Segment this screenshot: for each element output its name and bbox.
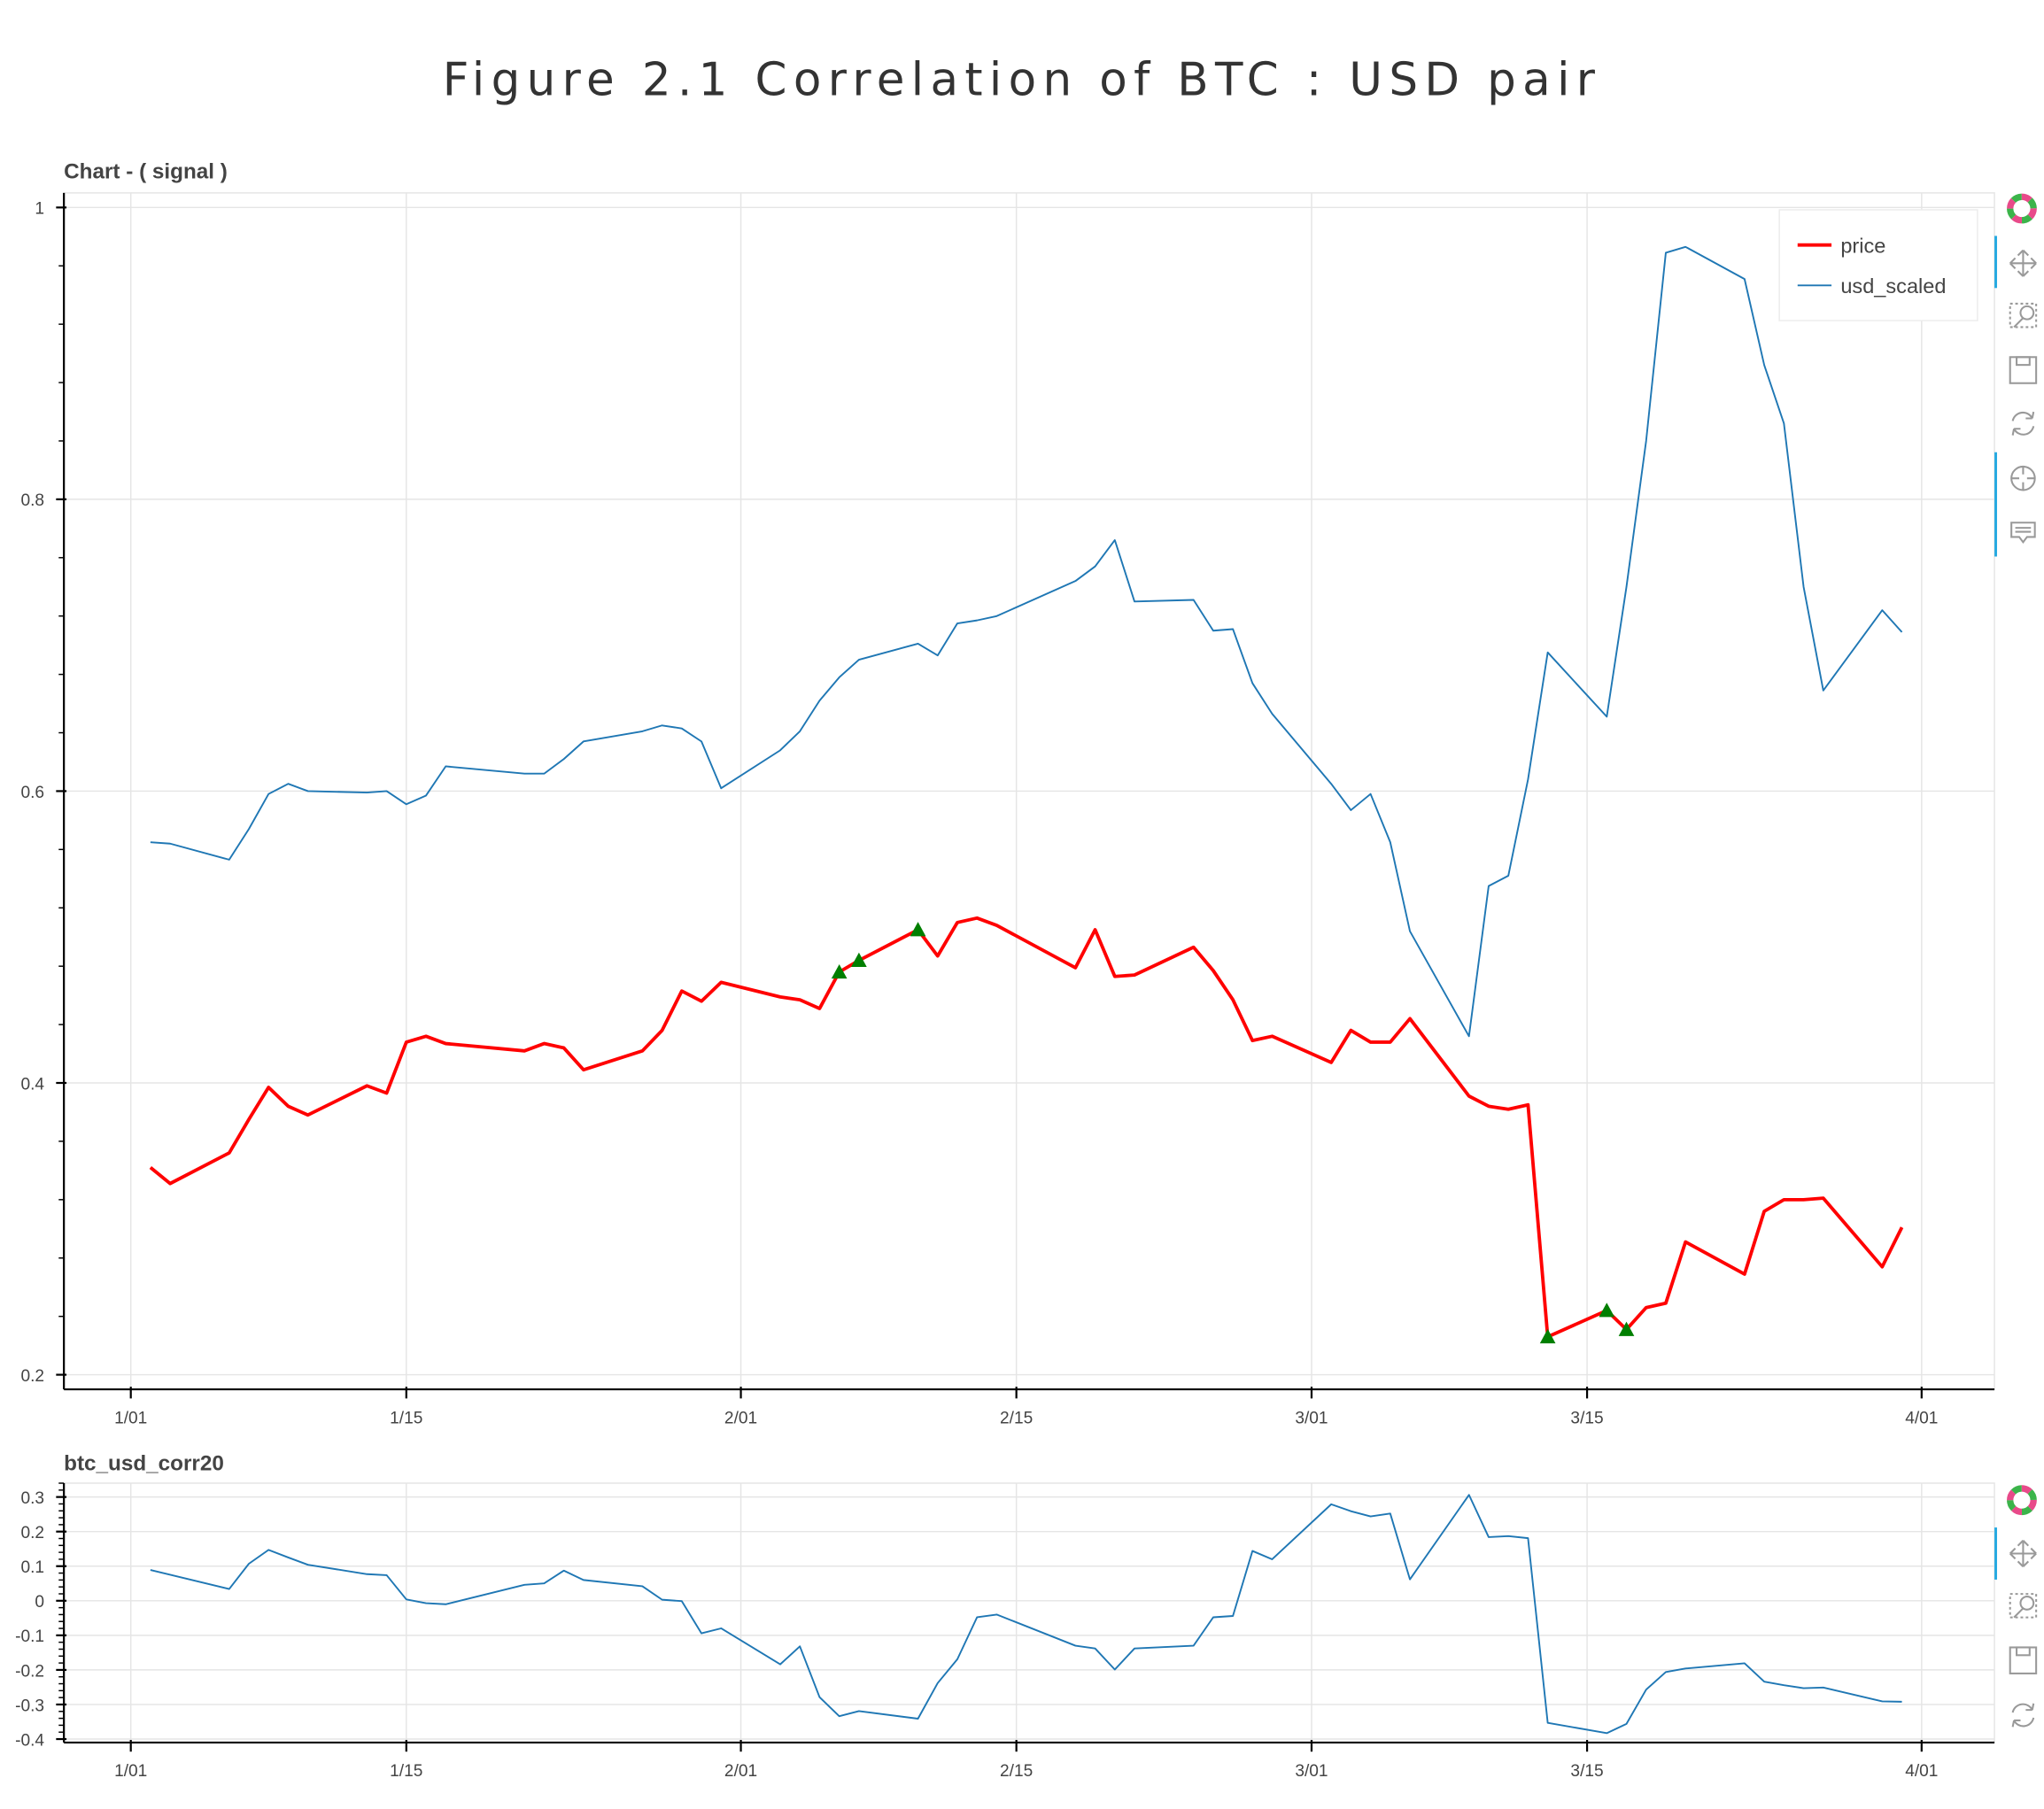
correlation-axes: 1/01 1/15 2/01 2/15 3/01 3/15 4/01 0.3 0.2 0.1 0 -0… [15, 1482, 1995, 1781]
crosshair-icon[interactable] [2010, 465, 2036, 491]
legend-box [1778, 209, 1978, 321]
figure-title: Figure 2.1 Correlation of BTC : USD pair [443, 53, 1602, 106]
y-tick-label: -0.4 [15, 1731, 44, 1750]
correlation-lines [150, 1494, 1902, 1735]
buy-signal-triangle [1599, 1303, 1615, 1318]
x-tick-label: 2/15 [1000, 1762, 1033, 1781]
x-tick-label: 2/01 [724, 1762, 757, 1781]
legend-label-usd-scaled: usd_scaled [1840, 274, 1946, 298]
active-indicator-inspect [1994, 452, 1997, 557]
signal-lines [149, 245, 1904, 1339]
legend[interactable]: price usd_scaled [1778, 209, 1978, 321]
x-tick-label: 1/15 [390, 1762, 422, 1781]
signal-toolbar [1994, 193, 2038, 557]
bokeh-logo-icon[interactable] [2007, 193, 2037, 224]
x-tick-label: 3/01 [1295, 1762, 1328, 1781]
buy-signal-triangle [831, 963, 848, 979]
active-indicator-pan [1994, 236, 1997, 289]
pan-icon[interactable] [2009, 249, 2037, 277]
hover-icon[interactable] [2010, 522, 2036, 545]
signal-markers [831, 922, 1635, 1344]
correlation-toolbar [1994, 1485, 2038, 1728]
box-zoom-icon[interactable] [2009, 1593, 2038, 1619]
box-zoom-icon[interactable] [2009, 302, 2038, 329]
x-tick-label: 2/01 [724, 1409, 757, 1427]
save-icon[interactable] [2009, 356, 2038, 384]
correlation-plot-frame [63, 1482, 1995, 1743]
y-tick-label: -0.3 [15, 1697, 44, 1715]
x-tick-label: 3/15 [1570, 1409, 1603, 1427]
x-tick-label: 2/15 [1000, 1409, 1033, 1427]
y-tick-label: -0.1 [15, 1627, 44, 1646]
x-tick-label: 4/01 [1905, 1762, 1938, 1781]
reset-icon[interactable] [2011, 1703, 2035, 1728]
y-tick-label: 0.8 [20, 491, 44, 510]
signal-chart-title: Chart - ( signal ) [64, 160, 228, 184]
save-icon[interactable] [2009, 1646, 2038, 1674]
buy-signal-triangle [851, 952, 867, 967]
y-tick-label: 0.2 [20, 1367, 44, 1386]
x-tick-label: 3/01 [1295, 1409, 1328, 1427]
y-tick-label: 0.6 [20, 784, 44, 802]
bokeh-logo-icon[interactable] [2007, 1485, 2037, 1516]
y-tick-label: -0.2 [15, 1662, 44, 1681]
reset-icon[interactable] [2011, 411, 2035, 436]
x-tick-label: 3/15 [1570, 1762, 1603, 1781]
active-indicator-pan [1994, 1527, 1997, 1580]
x-tick-label: 1/01 [114, 1409, 147, 1427]
buy-signal-triangle [910, 922, 926, 937]
series-line-usd-scaled [150, 245, 1903, 1038]
y-tick-label: 0.4 [20, 1075, 44, 1094]
x-tick-label: 4/01 [1905, 1409, 1938, 1427]
x-tick-label: 1/15 [390, 1409, 422, 1427]
buy-signal-triangle [1618, 1321, 1635, 1336]
y-tick-label: 0.1 [20, 1558, 44, 1577]
y-tick-label: 0.3 [20, 1489, 44, 1508]
correlation-grid [64, 1483, 1995, 1743]
y-tick-label: 0.2 [20, 1524, 44, 1542]
legend-label-price: price [1840, 235, 1885, 258]
y-tick-label: 0 [35, 1593, 44, 1612]
correlation-chart[interactable]: btc_usd_corr20 1/01 1/15 2/01 2/15 3/01 3/15 4… [15, 1451, 1995, 1781]
buy-signal-triangle [1539, 1328, 1556, 1344]
signal-chart[interactable]: Chart - ( signal ) 1/01 1/15 2/01 2/15 3/01 3… [20, 160, 1995, 1428]
y-tick-label: 1 [35, 200, 44, 219]
signal-axes: 1/01 1/15 2/01 2/15 3/01 3/15 4/01 1 0.8 0.6 0.4 0.… [20, 192, 1995, 1427]
pan-icon[interactable] [2009, 1540, 2037, 1567]
series-line-price [149, 916, 1904, 1339]
correlation-chart-title: btc_usd_corr20 [64, 1451, 224, 1475]
x-tick-label: 1/01 [114, 1762, 147, 1781]
